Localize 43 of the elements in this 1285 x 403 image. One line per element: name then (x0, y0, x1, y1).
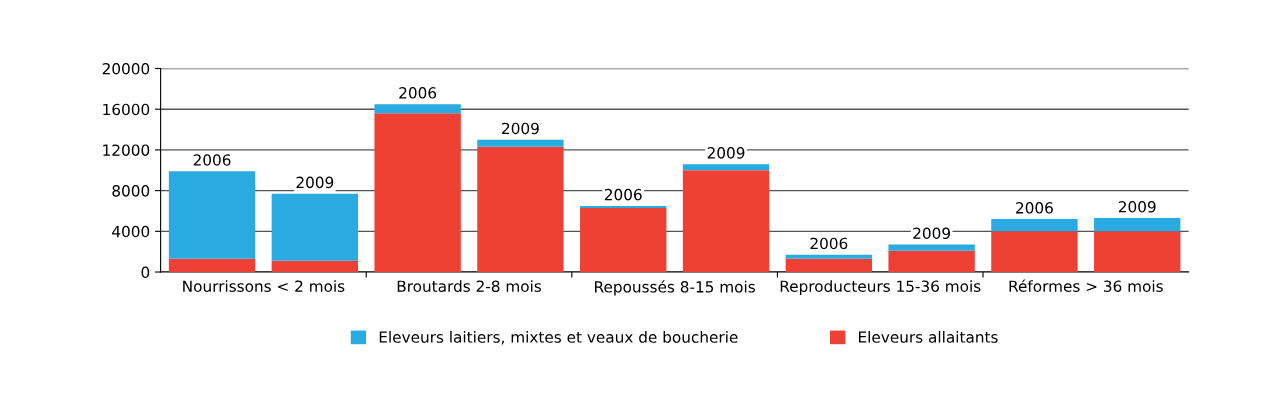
bar (580, 205, 667, 208)
text: Repoussés 8-15 mois (595, 280, 755, 296)
bar (168, 258, 256, 273)
text: Réformes > 36 mois (1009, 279, 1163, 292)
x-tick-label: 2009 (296, 176, 334, 189)
legend-label: Eleveurs allaitants (859, 331, 998, 343)
bar (580, 207, 667, 273)
bar (888, 250, 975, 273)
bar (1094, 231, 1181, 273)
x-tick-label: 2009 (1118, 201, 1156, 213)
y-tick-label: 0 (141, 266, 150, 279)
bar (682, 170, 770, 273)
bar (271, 260, 358, 273)
bar (271, 193, 358, 261)
x-tick-label: 2009 (913, 227, 950, 240)
x-tick-label: 2009 (502, 122, 539, 135)
x-tick-label: 2006 (399, 87, 437, 99)
x-tick-label: 2009 (707, 147, 745, 159)
bar (991, 219, 1078, 232)
text: Reproducteurs 15-36 mois (780, 280, 981, 295)
text: Nourrissons < 2 mois (183, 280, 345, 292)
bar (477, 139, 564, 147)
text: Broutards 2-8 mois (397, 280, 542, 292)
bar (785, 254, 872, 259)
bar (1094, 218, 1181, 232)
y-tick-label: 8000 (112, 185, 150, 197)
bar (168, 171, 256, 259)
bar (888, 244, 975, 251)
y-tick-label: 20000 (102, 62, 150, 75)
x-tick-label: 2006 (193, 154, 231, 166)
x-tick-label: 2006 (810, 237, 848, 250)
bar (374, 104, 461, 114)
bar (785, 258, 872, 273)
bar (477, 146, 564, 273)
y-tick-label: 16000 (103, 103, 150, 116)
x-tick-label: 2006 (604, 188, 642, 201)
legend-label: Eleveurs laitiers, mixtes et veaux de boucherie (379, 331, 738, 345)
bar (374, 113, 461, 273)
bar (682, 164, 770, 171)
bar (991, 231, 1078, 273)
y-tick-label: 12000 (103, 144, 150, 156)
x-tick-label: 2006 (1016, 202, 1053, 214)
y-tick-label: 4000 (112, 225, 150, 238)
